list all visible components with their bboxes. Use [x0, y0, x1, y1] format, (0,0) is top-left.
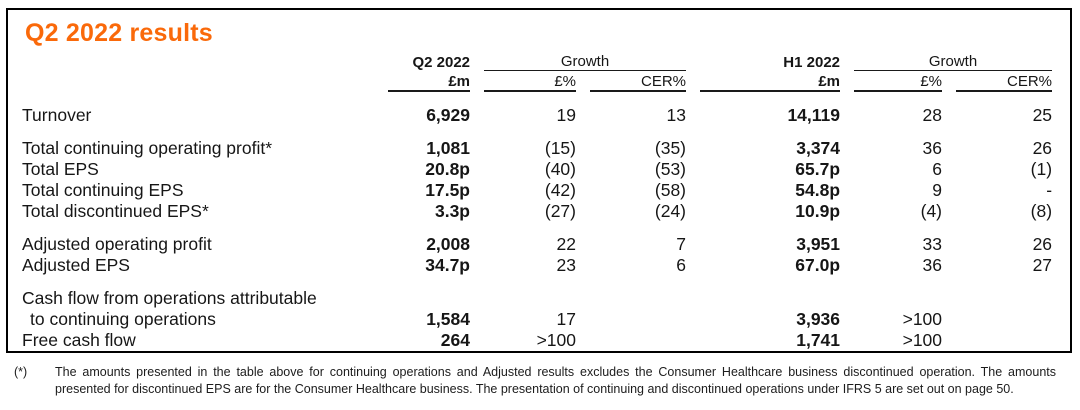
cell-h1-gbp-growth: >100	[902, 330, 943, 350]
row-label: Total continuing operating profit*	[22, 138, 273, 158]
footnote-marker: (*)	[14, 365, 28, 379]
cell-q2-gbp-growth: (27)	[544, 201, 576, 221]
cell-h1-value: 3,936	[796, 309, 841, 329]
row-label: Turnover	[22, 105, 92, 125]
row-adjusted-operating-profit: Adjusted operating profit 2,008 22 7 3,9…	[22, 234, 1052, 255]
cell-q2-gbp-growth: 23	[556, 255, 576, 275]
row-total-continuing-operating-profit: Total continuing operating profit* 1,081…	[22, 138, 1052, 159]
results-table: Q2 2022 Growth H1 2022 Growth £m £% CER%…	[8, 50, 1066, 351]
row-spacer	[22, 92, 1052, 105]
col-header-cer-growth-q2: CER%	[590, 71, 687, 92]
cell-q2-value: 6,929	[426, 105, 470, 125]
cell-q2-gbp-growth: (40)	[544, 159, 576, 179]
cell-h1-value: 3,374	[796, 138, 841, 158]
col-header-q2-period: Q2 2022	[412, 54, 470, 71]
cell-h1-value: 10.9p	[795, 201, 841, 221]
cell-h1-value: 65.7p	[795, 159, 841, 179]
footnote: (*) The amounts presented in the table a…	[14, 364, 1056, 398]
row-label: Adjusted EPS	[22, 255, 130, 275]
cell-h1-value: 14,119	[787, 105, 841, 125]
cell-h1-value: 3,951	[796, 234, 841, 254]
cell-q2-value: 34.7p	[425, 255, 470, 275]
row-cash-flow-continuing: Cash flow from operations attributable t…	[22, 288, 1052, 330]
cell-q2-value: 264	[440, 330, 470, 350]
cell-q2-gbp-growth: 19	[556, 105, 576, 125]
cell-h1-gbp-growth: 36	[922, 255, 943, 275]
row-label: Cash flow from operations attributable t…	[22, 288, 374, 330]
row-total-discontinued-eps: Total discontinued EPS* 3.3p (27) (24) 1…	[22, 201, 1052, 222]
row-label: Adjusted operating profit	[22, 234, 212, 254]
cell-q2-cer-growth: 6	[676, 255, 687, 275]
header-spacer	[22, 50, 374, 71]
cell-h1-value: 67.0p	[795, 255, 841, 275]
header-spacer	[22, 71, 374, 92]
cell-h1-gbp-growth: >100	[902, 309, 943, 329]
row-free-cash-flow: Free cash flow 264 >100 1,741 >100	[22, 330, 1052, 351]
row-total-eps: Total EPS 20.8p (40) (53) 65.7p 6 (1)	[22, 159, 1052, 180]
row-turnover: Turnover 6,929 19 13 14,119 28 25	[22, 105, 1052, 126]
cell-q2-value: 1,584	[426, 309, 470, 329]
row-spacer	[22, 222, 1052, 234]
row-label: Total continuing EPS	[22, 180, 184, 200]
cell-q2-cer-growth: (35)	[654, 138, 687, 158]
row-label: Total EPS	[22, 159, 99, 179]
cell-q2-gbp-growth: (15)	[544, 138, 576, 158]
cell-q2-cer-growth: (53)	[654, 159, 687, 179]
cell-h1-cer-growth: 26	[1032, 234, 1053, 254]
footnote-text: The amounts presented in the table above…	[55, 365, 1056, 396]
cell-h1-cer-growth	[956, 288, 1052, 330]
cell-h1-cer-growth: (1)	[1030, 159, 1053, 179]
row-label-line1: Cash flow from operations attributable	[22, 288, 317, 308]
cell-h1-cer-growth: 25	[1032, 105, 1053, 125]
row-label-line2: to continuing operations	[30, 309, 216, 329]
col-header-cer-growth-h1: CER%	[956, 71, 1053, 92]
cell-q2-value: 1,081	[426, 138, 470, 158]
cell-q2-cer-growth: (58)	[654, 180, 687, 200]
cell-h1-value: 54.8p	[795, 180, 841, 200]
cell-h1-gbp-growth: 36	[922, 138, 943, 158]
cell-q2-cer-growth	[590, 288, 686, 330]
col-header-gbp-growth-h1: £%	[854, 71, 943, 92]
cell-q2-cer-growth	[590, 330, 686, 351]
row-total-continuing-eps: Total continuing EPS 17.5p (42) (58) 54.…	[22, 180, 1052, 201]
header-row-periods: Q2 2022 Growth H1 2022 Growth	[22, 50, 1053, 71]
cell-h1-cer-growth: 27	[1032, 255, 1053, 275]
col-header-growth-q2: Growth	[484, 50, 687, 71]
col-header-unit-h1: £m	[700, 71, 841, 92]
cell-h1-cer-growth	[956, 330, 1052, 351]
header-row-units: £m £% CER% £m £% CER%	[22, 71, 1053, 92]
cell-h1-cer-growth: 26	[1032, 138, 1053, 158]
cell-q2-value: 2,008	[426, 234, 470, 254]
cell-q2-value: 20.8p	[425, 159, 470, 179]
cell-h1-gbp-growth: 28	[922, 105, 943, 125]
cell-q2-gbp-growth: 22	[556, 234, 576, 254]
cell-q2-gbp-growth: (42)	[544, 180, 576, 200]
cell-h1-value: 1,741	[796, 330, 841, 350]
cell-q2-cer-growth: 7	[676, 234, 687, 254]
cell-h1-cer-growth: (8)	[1030, 201, 1053, 221]
col-header-h1-period: H1 2022	[783, 54, 841, 71]
cell-h1-gbp-growth: 33	[922, 234, 943, 254]
cell-q2-gbp-growth: >100	[536, 330, 576, 350]
page-title: Q2 2022 results	[25, 19, 213, 47]
results-panel: Q2 2022 results Q2 2022 Growth H1 2022 G…	[6, 8, 1072, 353]
cell-q2-gbp-growth: 17	[556, 309, 576, 329]
cell-h1-cer-growth: -	[1046, 180, 1053, 200]
row-spacer	[22, 276, 1052, 288]
row-label: Total discontinued EPS*	[22, 201, 209, 221]
cell-q2-value: 17.5p	[425, 180, 470, 200]
cell-h1-gbp-growth: 9	[932, 180, 943, 200]
row-adjusted-eps: Adjusted EPS 34.7p 23 6 67.0p 36 27	[22, 255, 1052, 276]
row-spacer	[22, 126, 1052, 138]
cell-q2-value: 3.3p	[434, 201, 470, 221]
cell-q2-cer-growth: 13	[666, 105, 687, 125]
row-label: Free cash flow	[22, 330, 136, 350]
cell-h1-gbp-growth: 6	[932, 159, 943, 179]
col-header-unit-q2: £m	[388, 71, 470, 92]
col-header-gbp-growth-q2: £%	[484, 71, 576, 92]
cell-h1-gbp-growth: (4)	[920, 201, 943, 221]
col-header-growth-h1: Growth	[854, 50, 1053, 71]
cell-q2-cer-growth: (24)	[654, 201, 687, 221]
